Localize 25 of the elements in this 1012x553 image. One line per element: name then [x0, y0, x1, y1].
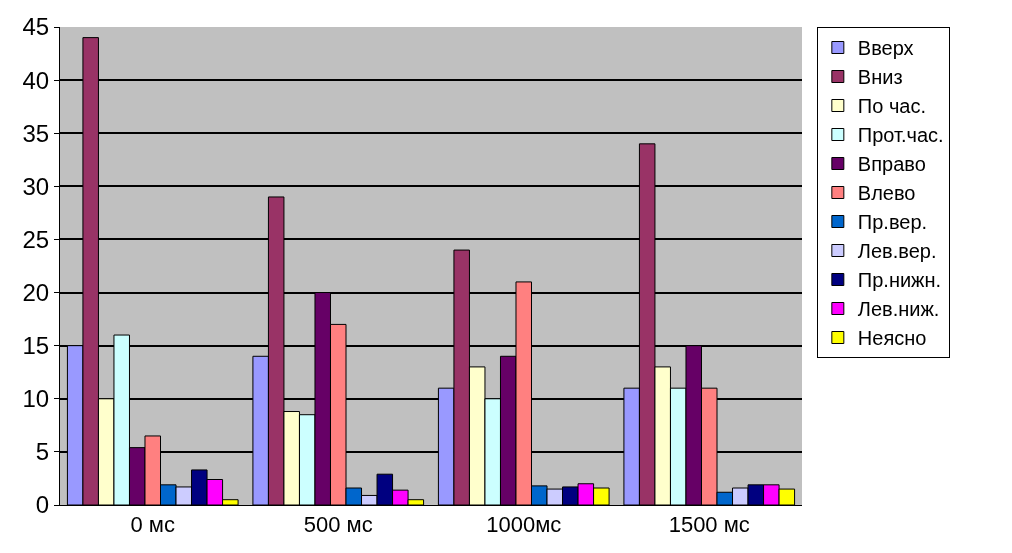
- y-tick-label: 20: [22, 278, 50, 306]
- legend-label: Влево: [857, 182, 916, 205]
- y-tick-label: 45: [22, 13, 50, 41]
- x-tick-label: 1500 мс: [668, 512, 750, 538]
- legend-label: Пр.вер.: [857, 211, 928, 234]
- x-tick-label: 0 мс: [130, 512, 175, 538]
- x-tick-label: 1000мс: [486, 512, 562, 538]
- legend-label: Пр.нижн.: [857, 269, 942, 292]
- y-tick-label: 10: [22, 385, 50, 413]
- legend-label: Прот.час.: [857, 124, 944, 147]
- y-tick-label: 40: [22, 66, 50, 94]
- legend-label: Лев.вер.: [857, 240, 937, 263]
- y-tick-label: 35: [22, 119, 50, 147]
- y-tick-label: 30: [22, 172, 50, 200]
- y-tick-label: 5: [35, 438, 50, 466]
- legend-label: Вниз: [857, 66, 903, 89]
- y-tick-label: 25: [22, 225, 50, 253]
- y-tick-label: 15: [22, 332, 50, 360]
- legend-label: Вправо: [857, 153, 926, 176]
- y-tick-label: 0: [35, 491, 50, 519]
- legend-label: По час.: [857, 95, 926, 118]
- legend-label: Неясно: [857, 327, 927, 350]
- legend-label: Вверх: [857, 37, 914, 60]
- x-tick-label: 500 мс: [303, 512, 373, 538]
- legend-label: Лев.ниж.: [857, 298, 940, 321]
